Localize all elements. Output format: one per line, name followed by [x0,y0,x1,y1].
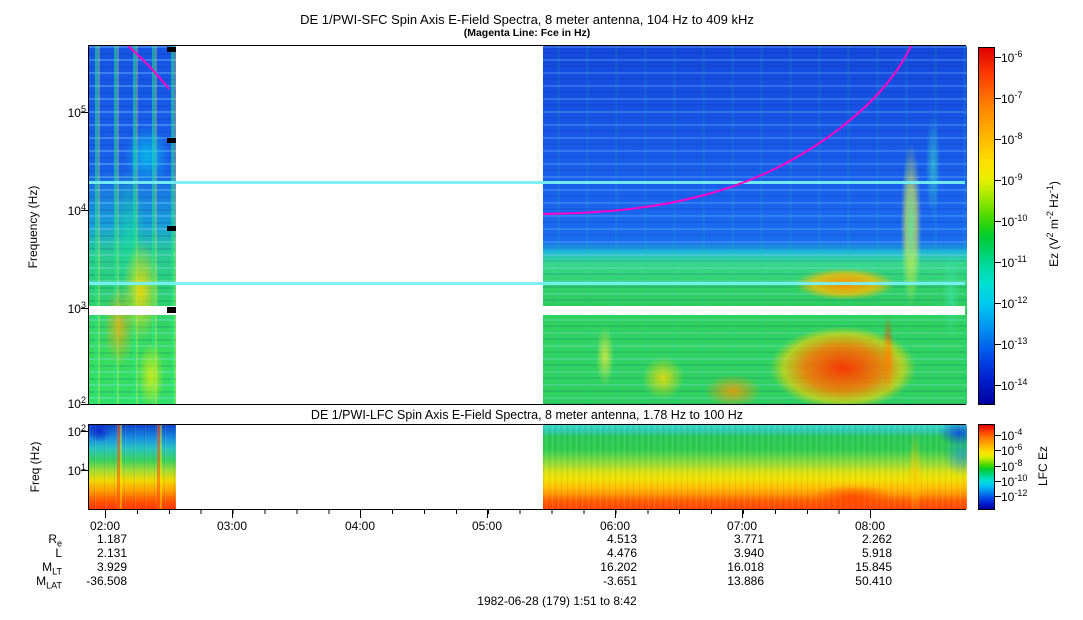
sfc-cb-tick-4: 10-10 [1001,213,1028,229]
lfc-y-tickmark [81,470,88,471]
eph-re-0700: 3.771 [733,532,764,546]
lfc-colorbar-tickmark [995,481,1001,482]
lfc-plot-area [88,424,967,510]
sfc-cyan-line-2khz [89,282,965,285]
sfc-plot-area [88,45,967,405]
sfc-cyan-line-18khz [89,181,965,184]
sfc-colorbar [978,47,995,405]
sfc-y-tick-1e2: 102 [67,395,86,411]
eph-mlt-0800: 15.845 [855,560,892,574]
lfc-y-tickmark [81,431,88,432]
lfc-spectrogram-right-segment [543,425,967,509]
eph-mlat-0600: -3.651 [602,574,637,588]
lfc-colorbar-tickmark [995,466,1001,467]
sfc-y-tickmark [81,404,88,405]
ephemeris-row-label-re: Re [48,532,62,549]
sfc-y-axis-label: Frequency (Hz) [26,185,40,269]
date-range-caption: 1982-06-28 (179) 1:51 to 8:42 [477,594,637,608]
eph-mlat-0800: 50.410 [855,574,892,588]
eph-mlt-0600: 16.202 [600,560,637,574]
x-major-tick-0700 [742,510,743,518]
sfc-colorbar-tickmark [995,180,1001,181]
eph-l-0600: 4.476 [606,546,637,560]
eph-mlat-0700: 13.886 [727,574,764,588]
sfc-y-tick-1e3: 103 [67,300,86,316]
sfc-cb-tick-8: 10-14 [1001,377,1028,393]
x-tick-label-0500: 05:00 [471,519,503,533]
sfc-panel-title: DE 1/PWI-SFC Spin Axis E-Field Spectra, … [300,12,754,27]
lfc-y-tick-1e1: 101 [67,462,86,478]
lfc-cb-tick-1: 10-6 [1001,442,1023,458]
ephemeris-row-label-mlat: MLAT [36,574,62,591]
lfc-panel-title: DE 1/PWI-LFC Spin Axis E-Field Spectra, … [310,408,744,422]
lfc-cb-tick-4: 10-12 [1001,488,1028,504]
ephemeris-row-label-l: L [55,546,62,560]
sfc-colorbar-tickmark [995,139,1001,140]
sfc-cb-tick-7: 10-13 [1001,336,1028,352]
eph-re-0200: 1.187 [96,532,127,546]
lfc-colorbar [978,424,995,510]
sfc-spectrogram-left-segment [89,46,176,404]
x-tick-label-0300: 03:00 [216,519,248,533]
eph-l-0800: 5.918 [861,546,892,560]
sfc-y-tickmark [81,308,88,309]
eph-mlt-0200: 3.929 [96,560,127,574]
sfc-colorbar-tickmark [995,385,1001,386]
x-major-tick-0300 [232,510,233,518]
lfc-colorbar-tickmark [995,435,1001,436]
sfc-colorbar-tickmark [995,262,1001,263]
sfc-colorbar-label: Ez (V2 m-2 Hz-1) [1045,181,1061,267]
x-tick-label-0400: 04:00 [344,519,376,533]
sfc-cb-tick-0: 10-6 [1001,49,1023,65]
x-major-tick-0500 [487,510,488,518]
sfc-cb-tick-5: 10-11 [1001,254,1027,270]
sfc-black-marker-1 [167,47,176,52]
x-major-tick-0600 [615,510,616,518]
x-major-tick-0800 [870,510,871,518]
x-major-tick-0400 [360,510,361,518]
eph-mlat-0200: -36.508 [86,574,127,588]
x-axis-minor-ticks [105,510,871,514]
lfc-cb-tick-3: 10-10 [1001,473,1028,489]
sfc-y-tick-1e5: 105 [67,104,86,120]
sfc-black-marker-2 [167,138,176,143]
sfc-colorbar-tickmark [995,98,1001,99]
x-tick-label-0600: 06:00 [599,519,631,533]
sfc-y-tick-1e4: 104 [67,202,86,218]
sfc-black-marker-4 [167,307,176,313]
sfc-cb-tick-6: 10-12 [1001,295,1028,311]
lfc-y-tick-1e2: 102 [67,423,86,439]
sfc-colorbar-tickmark [995,303,1001,304]
sfc-cb-tick-3: 10-9 [1001,172,1023,188]
sfc-cb-tick-2: 10-8 [1001,131,1023,147]
sfc-y-tickmark [81,112,88,113]
x-tick-label-0200: 02:00 [89,519,121,533]
eph-mlt-0700: 16.018 [727,560,764,574]
lfc-cb-tick-2: 10-8 [1001,458,1023,474]
sfc-spectrogram-right-segment [543,46,967,404]
sfc-panel-subtitle: (Magenta Line: Fce in Hz) [463,27,591,39]
lfc-colorbar-tickmark [995,496,1001,497]
lfc-cb-tick-0: 10-4 [1001,427,1023,443]
eph-re-0800: 2.262 [861,532,892,546]
sfc-white-gap-band [89,306,965,315]
sfc-black-marker-3 [167,226,176,231]
sfc-cb-tick-1: 10-7 [1001,90,1023,106]
lfc-colorbar-tickmark [995,450,1001,451]
x-tick-label-0700: 07:00 [726,519,758,533]
sfc-colorbar-tickmark [995,221,1001,222]
x-major-tick-0200 [105,510,106,518]
eph-re-0600: 4.513 [606,532,637,546]
sfc-y-tickmark [81,210,88,211]
sfc-colorbar-tickmark [995,344,1001,345]
lfc-spectrogram-left-segment [89,425,176,509]
eph-l-0700: 3.940 [733,546,764,560]
lfc-colorbar-label: LFC Ez [1036,445,1050,487]
eph-l-0200: 2.131 [96,546,127,560]
sfc-colorbar-tickmark [995,57,1001,58]
x-tick-label-0800: 08:00 [854,519,886,533]
ephemeris-row-label-mlt: MLT [42,560,62,577]
